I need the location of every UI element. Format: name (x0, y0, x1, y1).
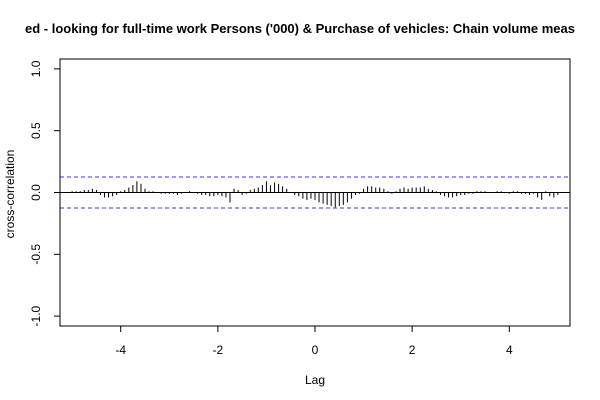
x-tick-label: -4 (115, 343, 126, 357)
x-tick-label: 4 (506, 343, 513, 357)
x-tick-label: 2 (409, 343, 416, 357)
x-tick-label: 0 (312, 343, 319, 357)
y-axis-label: cross-correlation (3, 150, 17, 239)
y-tick-label: 1.0 (29, 60, 43, 77)
x-axis-label: Lag (305, 373, 325, 387)
y-tick-label: -1.0 (29, 305, 43, 326)
y-axis: -1.0 -0.5 0.0 0.5 1.0 (29, 60, 61, 326)
y-tick-label: 0.0 (29, 184, 43, 201)
x-tick-label: -2 (213, 343, 224, 357)
chart-title: ed - looking for full-time work Persons … (25, 21, 575, 36)
confidence-band-group (60, 176, 570, 209)
y-tick-label: -0.5 (29, 244, 43, 265)
bars-group (71, 181, 559, 208)
x-axis: -4 -2 0 2 4 (115, 325, 513, 357)
y-tick-label: 0.5 (29, 122, 43, 139)
